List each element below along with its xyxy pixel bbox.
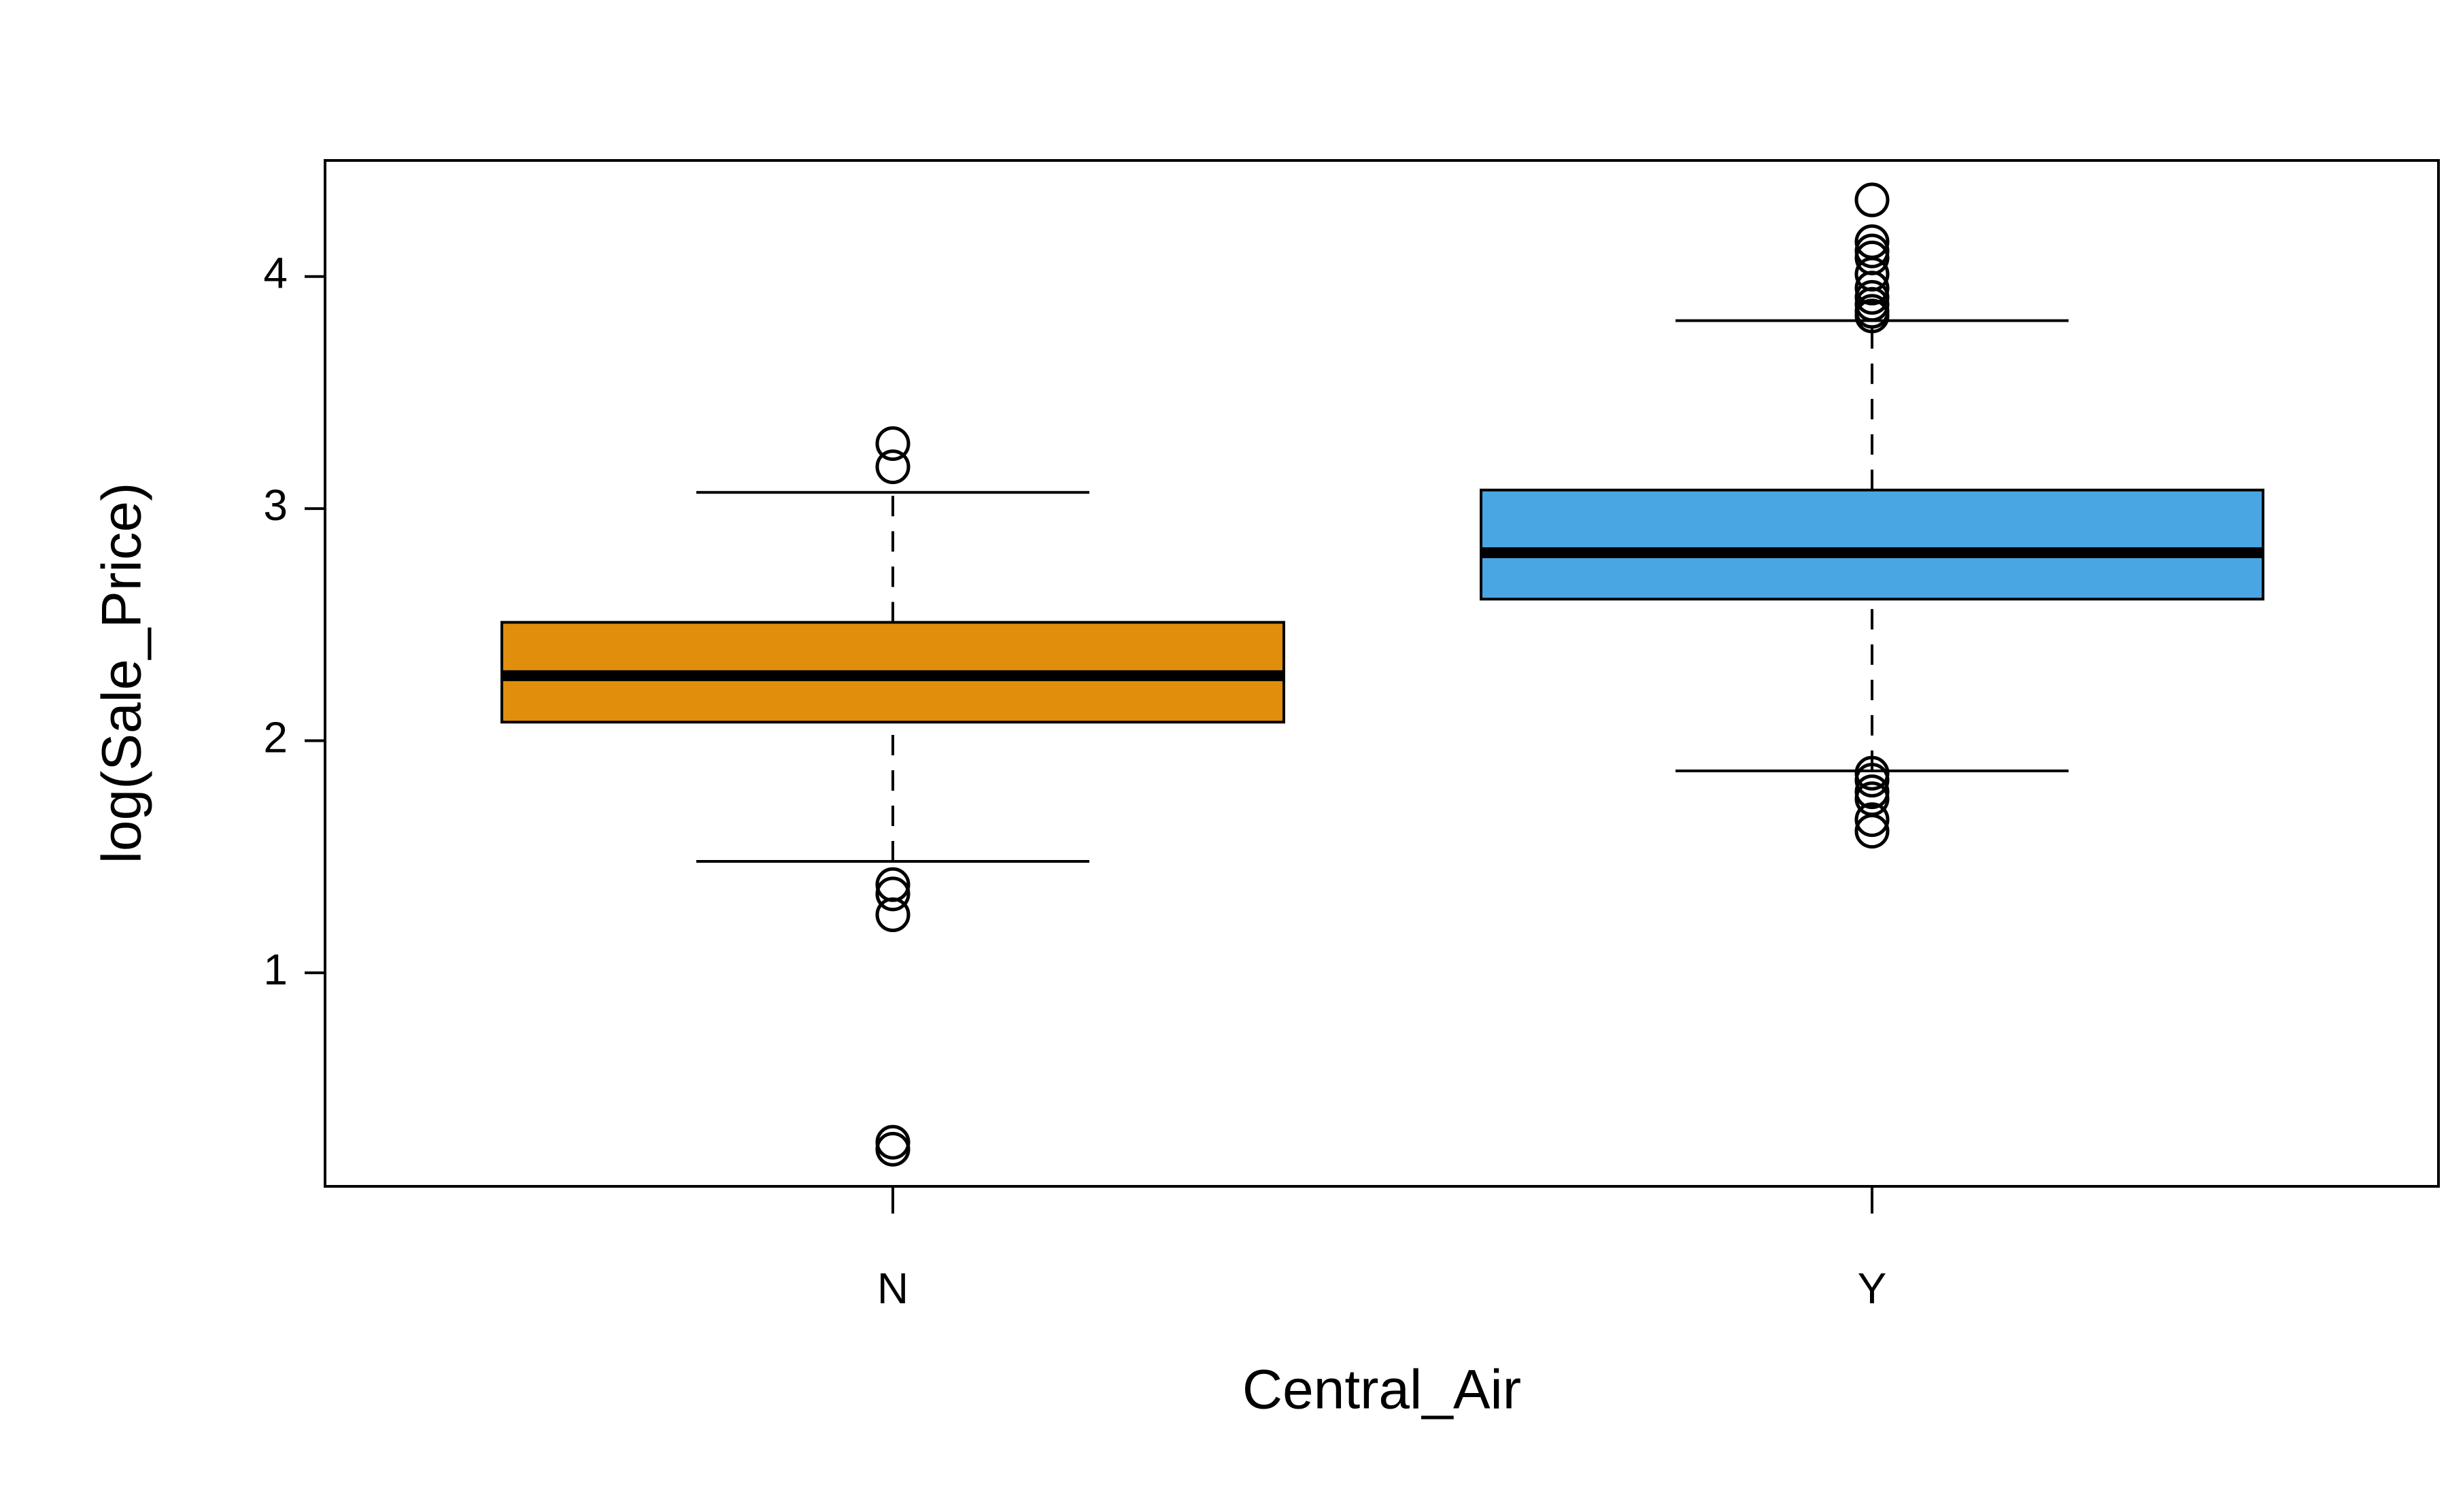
y-tick-label: 4 — [263, 249, 288, 298]
box — [1480, 488, 2264, 601]
plot-frame — [324, 159, 2440, 1188]
x-tick-label: N — [877, 1264, 908, 1313]
y-tick-label: 2 — [263, 712, 288, 761]
outlier — [875, 1124, 911, 1160]
x-axis-title: Central_Air — [1242, 1359, 1521, 1421]
outlier — [1854, 763, 1890, 798]
outlier — [1854, 182, 1890, 218]
y-tick-label: 3 — [263, 481, 288, 530]
outlier — [1854, 298, 1890, 334]
outlier — [1854, 814, 1890, 849]
y-axis-title: log(Sale_Price) — [91, 483, 153, 864]
outlier — [875, 876, 911, 912]
outlier — [875, 426, 911, 462]
outlier — [875, 449, 911, 485]
y-tick-label: 1 — [263, 945, 288, 994]
outlier — [1854, 802, 1890, 838]
x-tick-label: Y — [1858, 1264, 1887, 1313]
outlier — [1854, 271, 1890, 306]
outlier — [875, 1131, 911, 1167]
outlier — [875, 897, 911, 933]
